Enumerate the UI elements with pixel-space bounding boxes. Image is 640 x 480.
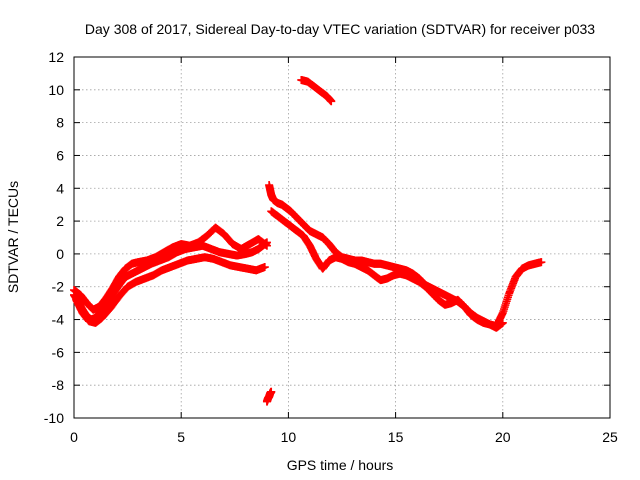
y-tick-labels: -10 -8 -6 -4 -2 0 2 4 6 8 10 12	[44, 49, 64, 426]
x-tick-label: 0	[70, 429, 78, 445]
y-tick-label: -6	[52, 344, 65, 360]
y-tick-label: -8	[52, 377, 65, 393]
y-axis-label: SDTVAR / TECUs	[5, 181, 21, 293]
series-lower_cluster	[262, 387, 276, 406]
data-points	[70, 75, 546, 406]
plot-frame	[73, 56, 611, 419]
data-point	[267, 387, 276, 396]
x-tick-label: 20	[495, 429, 511, 445]
data-point	[498, 318, 507, 327]
y-tick-label: 2	[56, 213, 64, 229]
data-point	[537, 258, 546, 267]
series-spike_lower	[267, 207, 507, 332]
x-tick-label: 5	[177, 429, 185, 445]
x-tick-label: 25	[602, 429, 618, 445]
y-tick-label: 10	[48, 82, 64, 98]
x-tick-labels: 0 5 10 15 20 25	[70, 429, 618, 445]
x-tick-label: 15	[388, 429, 404, 445]
x-axis-label: GPS time / hours	[287, 457, 394, 473]
series-spike	[265, 180, 546, 331]
y-tick-label: -2	[52, 279, 65, 295]
y-tick-label: 4	[56, 180, 64, 196]
y-tick-label: 6	[56, 147, 64, 163]
y-tick-label: -4	[52, 312, 65, 328]
series-main_upper	[70, 223, 271, 314]
series-main_lower	[72, 253, 269, 327]
data-point	[260, 263, 269, 272]
grid	[74, 57, 610, 418]
y-tick-label: 8	[56, 115, 64, 131]
y-tick-label: 0	[56, 246, 64, 262]
chart-title: Day 308 of 2017, Sidereal Day-to-day VTE…	[85, 21, 595, 37]
data-point	[327, 97, 336, 106]
y-tick-label: 12	[48, 49, 64, 65]
y-tick-label: -10	[44, 410, 64, 426]
x-tick-label: 10	[281, 429, 297, 445]
series-upper_cluster	[297, 75, 336, 106]
axis-ticks	[73, 56, 611, 419]
data-point	[262, 241, 271, 250]
